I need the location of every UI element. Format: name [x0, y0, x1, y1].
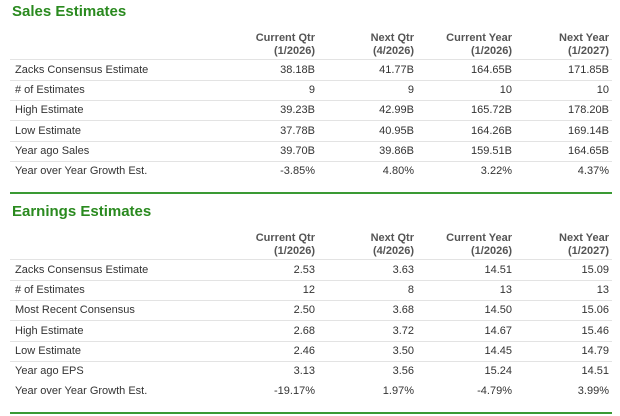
row-divider	[10, 140, 612, 142]
cell-value: 38.18B	[280, 64, 315, 76]
cell-value: 3.72	[392, 324, 414, 337]
cell-value: 40.95B	[379, 124, 414, 137]
cell-value: 14.51	[581, 365, 609, 377]
cell-value: 3.50	[392, 344, 414, 357]
cell-value: 178.20B	[568, 104, 609, 117]
row-label: Year ago Sales	[15, 144, 90, 157]
section-title: Sales Estimates	[12, 3, 127, 20]
column-period: (1/2026)	[471, 45, 512, 57]
cell-value: 13	[499, 284, 512, 297]
cell-value: 4.80%	[382, 165, 414, 177]
column-period: (1/2027)	[568, 245, 609, 257]
column-header: Next Year	[559, 232, 609, 244]
cell-value: 12	[302, 284, 315, 297]
cell-value: 3.22%	[480, 165, 512, 177]
column-period: (1/2026)	[274, 45, 315, 57]
cell-value: 39.70B	[280, 144, 315, 157]
header-divider	[10, 59, 612, 60]
cell-value: 39.86B	[379, 144, 414, 157]
cell-value: 15.06	[581, 304, 609, 317]
section-title: Earnings Estimates	[12, 203, 152, 220]
cell-value: 13	[596, 284, 609, 297]
cell-value: -3.85%	[280, 165, 315, 177]
cell-value: 10	[499, 84, 512, 97]
row-label: Year ago EPS	[15, 365, 84, 377]
cell-value: 14.50	[484, 304, 512, 317]
column-header: Current Year	[446, 232, 512, 244]
column-header: Next Qtr	[370, 232, 414, 244]
column-header: Next Year	[559, 32, 609, 44]
cell-value: 171.85B	[568, 64, 609, 76]
cell-value: 8	[407, 284, 414, 297]
section-rule	[10, 192, 612, 195]
row-label: Low Estimate	[15, 124, 82, 137]
column-period: (1/2027)	[568, 45, 609, 57]
row-divider	[10, 160, 612, 162]
row-divider	[10, 100, 612, 102]
cell-value: 42.99B	[379, 104, 414, 117]
cell-value: 3.13	[293, 365, 315, 377]
cell-value: 39.23B	[280, 104, 315, 117]
cell-value: 10	[596, 84, 609, 97]
cell-value: 165.72B	[471, 104, 512, 117]
header-divider	[10, 259, 612, 260]
row-label: Most Recent Consensus	[15, 304, 135, 317]
row-label: High Estimate	[15, 324, 84, 337]
cell-value: 15.09	[581, 264, 609, 276]
row-label: Low Estimate	[15, 344, 82, 357]
cell-value: 3.68	[392, 304, 414, 317]
cell-value: 15.24	[484, 365, 512, 377]
cell-value: 14.45	[484, 344, 512, 357]
cell-value: 2.53	[293, 264, 315, 276]
row-label: Zacks Consensus Estimate	[15, 264, 149, 276]
cell-value: 2.68	[293, 324, 315, 337]
cell-value: 159.51B	[471, 144, 512, 157]
row-label: Year over Year Growth Est.	[15, 385, 148, 398]
row-divider	[10, 300, 612, 302]
column-header: Next Qtr	[370, 32, 414, 44]
cell-value: 169.14B	[568, 124, 609, 137]
cell-value: 164.65B	[568, 144, 609, 157]
row-divider	[10, 120, 612, 122]
section-rule	[10, 412, 612, 415]
row-label: Zacks Consensus Estimate	[15, 64, 149, 76]
column-period: (1/2026)	[274, 245, 315, 257]
cell-value: 164.65B	[471, 64, 512, 76]
row-label: # of Estimates	[15, 84, 85, 97]
row-label: Year over Year Growth Est.	[15, 165, 148, 177]
cell-value: 37.78B	[280, 124, 315, 137]
row-label: High Estimate	[15, 104, 84, 117]
cell-value: 1.97%	[382, 385, 414, 398]
row-divider	[10, 80, 612, 81]
cell-value: 9	[308, 84, 315, 97]
row-label: # of Estimates	[15, 284, 85, 297]
cell-value: 3.99%	[577, 385, 609, 398]
cell-value: 14.79	[581, 344, 609, 357]
row-divider	[10, 280, 612, 281]
column-period: (4/2026)	[373, 245, 414, 257]
cell-value: -4.79%	[477, 385, 512, 398]
cell-value: 3.56	[392, 365, 414, 377]
cell-value: 164.26B	[471, 124, 512, 137]
cell-value: 2.46	[293, 344, 315, 357]
row-divider	[10, 360, 612, 362]
cell-value: 15.46	[581, 324, 609, 337]
column-header: Current Qtr	[255, 32, 315, 44]
cell-value: 14.67	[484, 324, 512, 337]
column-header: Current Year	[446, 32, 512, 44]
cell-value: -19.17%	[274, 385, 315, 398]
cell-value: 41.77B	[379, 64, 414, 76]
cell-value: 3.63	[392, 264, 414, 276]
cell-value: 9	[407, 84, 414, 97]
column-header: Current Qtr	[255, 232, 315, 244]
column-period: (1/2026)	[471, 245, 512, 257]
row-divider	[10, 340, 612, 342]
row-divider	[10, 320, 612, 322]
cell-value: 4.37%	[577, 165, 609, 177]
cell-value: 14.51	[484, 264, 512, 276]
column-period: (4/2026)	[373, 45, 414, 57]
cell-value: 2.50	[293, 304, 315, 317]
